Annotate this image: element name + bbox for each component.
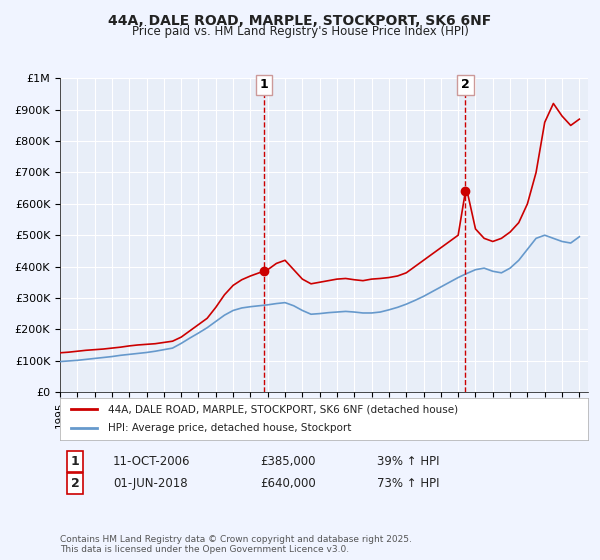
Text: 1: 1 — [71, 455, 79, 468]
Text: 1: 1 — [260, 78, 268, 91]
Text: 01-JUN-2018: 01-JUN-2018 — [113, 477, 187, 490]
Text: 11-OCT-2006: 11-OCT-2006 — [113, 455, 190, 468]
Text: £385,000: £385,000 — [260, 455, 316, 468]
Text: 44A, DALE ROAD, MARPLE, STOCKPORT, SK6 6NF (detached house): 44A, DALE ROAD, MARPLE, STOCKPORT, SK6 6… — [107, 404, 458, 414]
Text: £640,000: £640,000 — [260, 477, 316, 490]
Text: 73% ↑ HPI: 73% ↑ HPI — [377, 477, 439, 490]
Text: 39% ↑ HPI: 39% ↑ HPI — [377, 455, 439, 468]
Text: 44A, DALE ROAD, MARPLE, STOCKPORT, SK6 6NF: 44A, DALE ROAD, MARPLE, STOCKPORT, SK6 6… — [109, 14, 491, 28]
Text: 2: 2 — [71, 477, 79, 490]
Text: Contains HM Land Registry data © Crown copyright and database right 2025.
This d: Contains HM Land Registry data © Crown c… — [60, 535, 412, 554]
Text: 2: 2 — [461, 78, 470, 91]
Text: HPI: Average price, detached house, Stockport: HPI: Average price, detached house, Stoc… — [107, 423, 351, 433]
Text: Price paid vs. HM Land Registry's House Price Index (HPI): Price paid vs. HM Land Registry's House … — [131, 25, 469, 38]
